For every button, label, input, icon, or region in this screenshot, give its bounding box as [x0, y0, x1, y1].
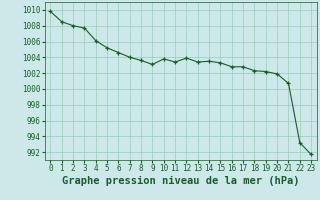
X-axis label: Graphe pression niveau de la mer (hPa): Graphe pression niveau de la mer (hPa): [62, 176, 300, 186]
